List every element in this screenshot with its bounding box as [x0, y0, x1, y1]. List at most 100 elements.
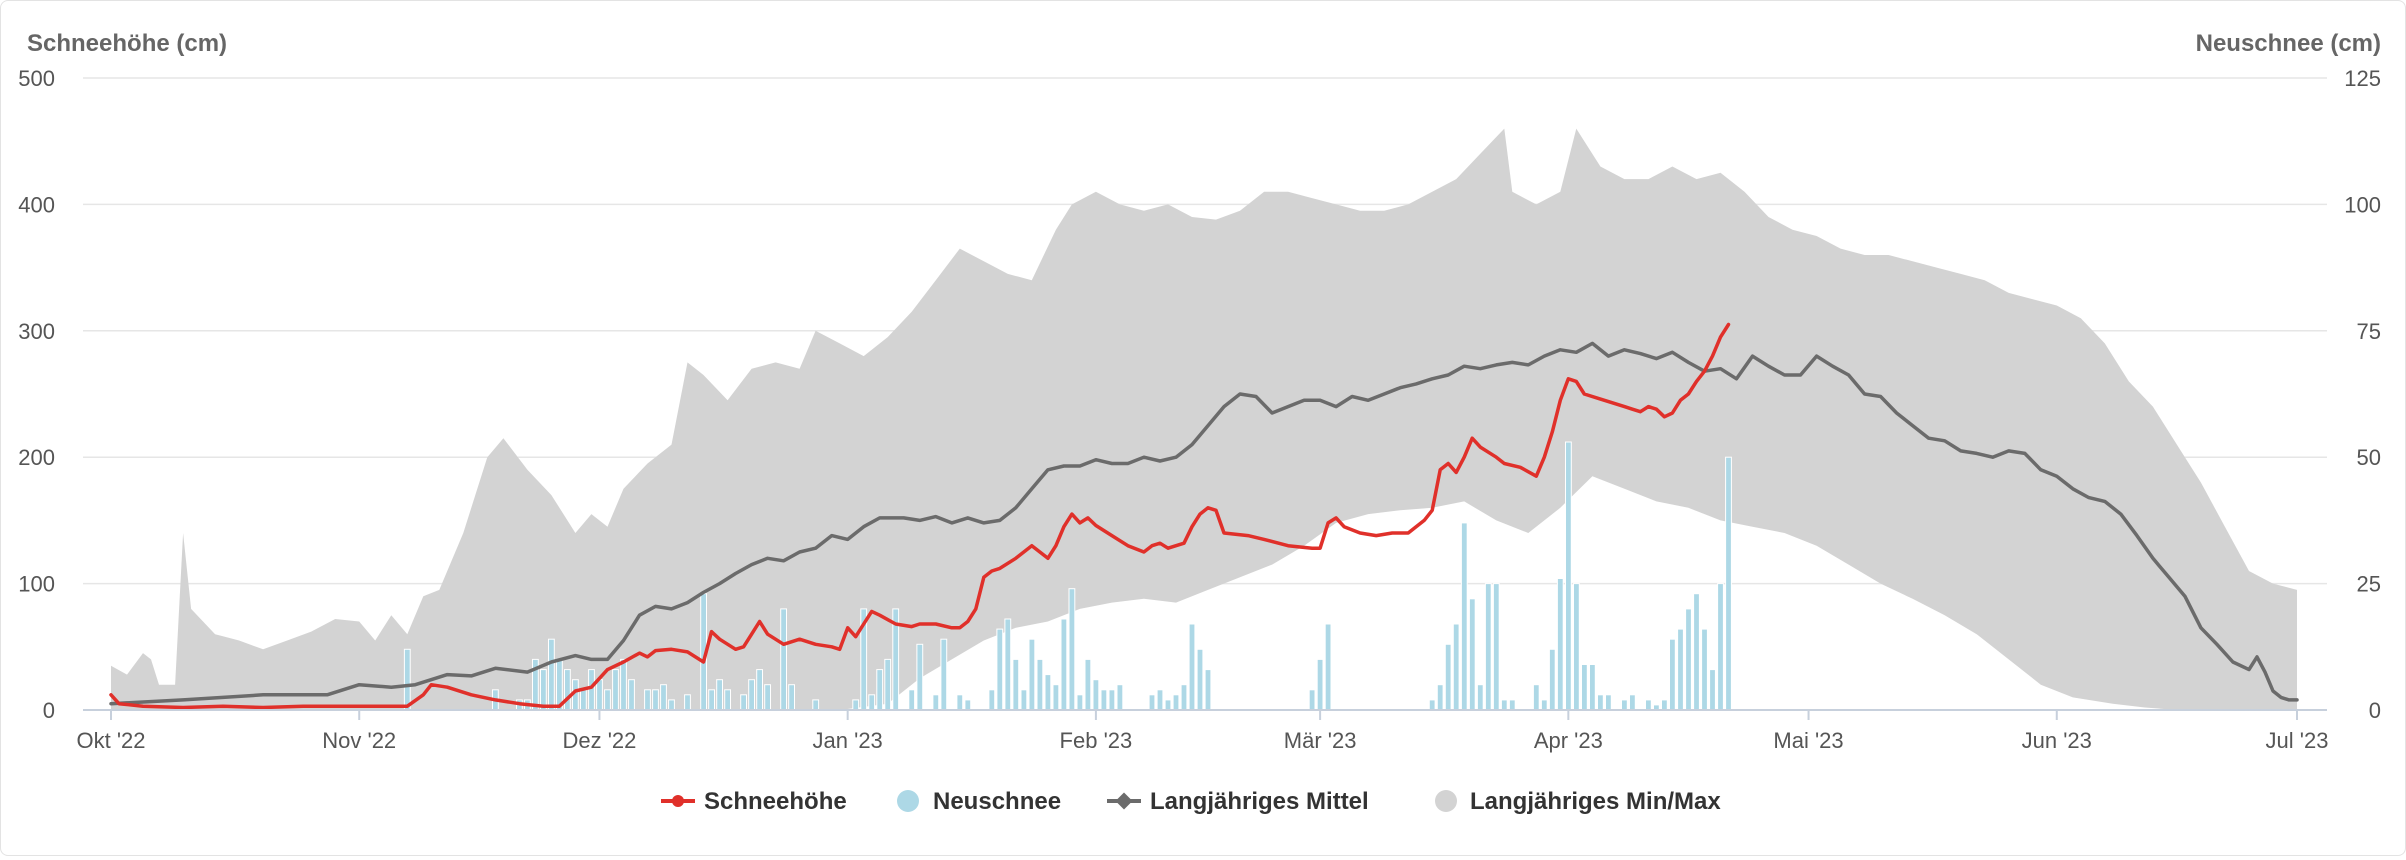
- neuschnee-bar[interactable]: [1012, 658, 1020, 711]
- legend-item-minmax[interactable]: Langjähriges Min/Max: [1435, 788, 1721, 815]
- neuschnee-bar[interactable]: [1500, 699, 1508, 711]
- neuschnee-bar[interactable]: [956, 694, 964, 711]
- neuschnee-bar[interactable]: [916, 643, 924, 711]
- neuschnee-bar[interactable]: [1701, 628, 1708, 711]
- neuschnee-bar[interactable]: [1108, 689, 1116, 711]
- neuschnee-bar[interactable]: [660, 684, 667, 711]
- neuschnee-bar[interactable]: [1484, 583, 1492, 711]
- neuschnee-bar[interactable]: [1468, 598, 1476, 711]
- neuschnee-bar[interactable]: [908, 689, 916, 711]
- neuschnee-bar[interactable]: [1316, 658, 1324, 711]
- neuschnee-bar[interactable]: [1460, 522, 1468, 711]
- neuschnee-bar[interactable]: [1324, 623, 1332, 711]
- neuschnee-bar[interactable]: [1581, 664, 1588, 711]
- neuschnee-bar[interactable]: [932, 694, 940, 711]
- neuschnee-bar[interactable]: [1052, 684, 1060, 711]
- neuschnee-bar[interactable]: [652, 689, 659, 711]
- neuschnee-bar[interactable]: [1693, 593, 1700, 711]
- neuschnee-bar[interactable]: [1044, 674, 1052, 711]
- neuschnee-bar[interactable]: [1436, 684, 1444, 711]
- neuschnee-bar[interactable]: [1060, 618, 1068, 711]
- neuschnee-bar[interactable]: [580, 689, 587, 711]
- neuschnee-bar[interactable]: [1444, 643, 1452, 711]
- neuschnee-bar[interactable]: [1020, 689, 1028, 711]
- neuschnee-bar[interactable]: [876, 669, 884, 711]
- neuschnee-bar[interactable]: [1476, 684, 1484, 711]
- neuschnee-bar[interactable]: [884, 658, 892, 711]
- neuschnee-bar[interactable]: [1116, 684, 1124, 711]
- neuschnee-bar[interactable]: [1180, 684, 1188, 711]
- neuschnee-bar[interactable]: [548, 638, 555, 711]
- neuschnee-bar[interactable]: [708, 689, 716, 711]
- neuschnee-bar[interactable]: [1540, 699, 1548, 711]
- neuschnee-bar[interactable]: [1661, 699, 1668, 711]
- neuschnee-bar[interactable]: [588, 669, 595, 711]
- neuschnee-bar[interactable]: [740, 694, 748, 711]
- neuschnee-bar[interactable]: [1589, 664, 1596, 711]
- neuschnee-bar[interactable]: [1084, 658, 1092, 711]
- neuschnee-bar[interactable]: [996, 628, 1004, 711]
- neuschnee-bar[interactable]: [1204, 669, 1212, 711]
- neuschnee-bar[interactable]: [1629, 694, 1636, 711]
- neuschnee-bar[interactable]: [764, 684, 772, 711]
- neuschnee-bar[interactable]: [868, 694, 876, 711]
- neuschnee-bar[interactable]: [1573, 583, 1580, 711]
- neuschnee-bar[interactable]: [596, 679, 603, 711]
- neuschnee-bar[interactable]: [812, 699, 820, 711]
- neuschnee-bar[interactable]: [756, 669, 764, 711]
- neuschnee-bar[interactable]: [684, 694, 691, 711]
- neuschnee-bar[interactable]: [1308, 689, 1316, 711]
- neuschnee-bar[interactable]: [1196, 648, 1204, 711]
- neuschnee-bar[interactable]: [564, 669, 571, 711]
- neuschnee-bar[interactable]: [788, 684, 796, 711]
- neuschnee-bar[interactable]: [1068, 588, 1076, 711]
- neuschnee-bar[interactable]: [1452, 623, 1460, 711]
- legend-item-neuschnee[interactable]: Neuschnee: [897, 788, 1061, 815]
- neuschnee-bar[interactable]: [1092, 679, 1100, 711]
- neuschnee-bar[interactable]: [628, 679, 635, 711]
- legend-item-schneehoehe[interactable]: Schneehöhe: [661, 788, 847, 815]
- neuschnee-bar[interactable]: [724, 689, 732, 711]
- neuschnee-bar[interactable]: [612, 669, 619, 711]
- neuschnee-bar[interactable]: [1492, 583, 1500, 711]
- neuschnee-bar[interactable]: [1188, 623, 1196, 711]
- neuschnee-bar[interactable]: [1004, 618, 1012, 711]
- neuschnee-bar[interactable]: [716, 679, 724, 711]
- neuschnee-bar[interactable]: [1156, 689, 1164, 711]
- neuschnee-bar[interactable]: [1100, 689, 1108, 711]
- neuschnee-bar[interactable]: [620, 658, 627, 711]
- neuschnee-bar[interactable]: [1597, 694, 1604, 711]
- neuschnee-bar[interactable]: [1508, 699, 1516, 711]
- neuschnee-bar[interactable]: [1605, 694, 1612, 711]
- neuschnee-bar[interactable]: [604, 689, 611, 711]
- neuschnee-bar[interactable]: [1036, 658, 1044, 711]
- neuschnee-bar[interactable]: [644, 689, 651, 711]
- neuschnee-bar[interactable]: [1172, 694, 1180, 711]
- neuschnee-bar[interactable]: [668, 699, 675, 711]
- neuschnee-bar[interactable]: [1556, 578, 1564, 711]
- neuschnee-bar[interactable]: [780, 608, 788, 711]
- neuschnee-bar[interactable]: [1669, 638, 1676, 711]
- neuschnee-bar[interactable]: [1725, 456, 1732, 711]
- neuschnee-bar[interactable]: [1565, 441, 1572, 711]
- neuschnee-bar[interactable]: [1621, 699, 1628, 711]
- neuschnee-bar[interactable]: [1709, 669, 1716, 711]
- neuschnee-bar[interactable]: [1685, 608, 1692, 711]
- neuschnee-bar[interactable]: [940, 638, 948, 711]
- neuschnee-bar[interactable]: [540, 669, 547, 711]
- neuschnee-bar[interactable]: [1148, 694, 1156, 711]
- neuschnee-bar[interactable]: [748, 679, 756, 711]
- neuschnee-bar[interactable]: [1164, 699, 1172, 711]
- neuschnee-bar[interactable]: [1076, 694, 1084, 711]
- legend-item-mittel[interactable]: Langjähriges Mittel: [1107, 788, 1369, 815]
- neuschnee-bar[interactable]: [1028, 638, 1036, 711]
- neuschnee-bar[interactable]: [1428, 699, 1436, 711]
- neuschnee-bar[interactable]: [1717, 583, 1724, 711]
- neuschnee-bar[interactable]: [403, 648, 411, 711]
- neuschnee-bar[interactable]: [1645, 699, 1652, 711]
- neuschnee-bar[interactable]: [1532, 684, 1540, 711]
- neuschnee-bar[interactable]: [1548, 648, 1556, 711]
- neuschnee-bar[interactable]: [852, 699, 860, 711]
- neuschnee-bar[interactable]: [988, 689, 996, 711]
- neuschnee-bar[interactable]: [1677, 628, 1684, 711]
